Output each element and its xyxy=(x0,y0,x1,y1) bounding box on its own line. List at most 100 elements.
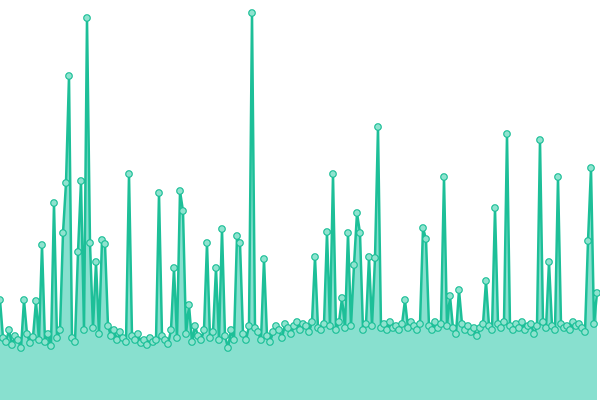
data-point xyxy=(503,130,511,138)
data-point xyxy=(482,277,490,285)
data-point xyxy=(173,334,181,342)
data-point xyxy=(176,187,184,195)
data-point xyxy=(440,173,448,181)
data-point xyxy=(332,326,340,334)
data-point xyxy=(185,301,193,309)
data-point xyxy=(38,241,46,249)
data-point xyxy=(473,332,481,340)
data-point xyxy=(83,14,91,22)
data-point xyxy=(311,253,319,261)
data-point xyxy=(95,330,103,338)
data-point xyxy=(287,330,295,338)
data-point xyxy=(65,72,73,80)
data-point xyxy=(92,258,100,266)
data-point xyxy=(8,341,16,349)
data-point xyxy=(329,170,337,178)
data-point xyxy=(47,342,55,350)
data-point xyxy=(566,326,574,334)
data-point xyxy=(452,330,460,338)
data-point xyxy=(254,328,262,336)
data-point xyxy=(14,336,22,344)
data-point xyxy=(395,326,403,334)
data-point xyxy=(20,296,28,304)
data-point xyxy=(500,318,508,326)
data-point xyxy=(224,344,232,352)
data-point xyxy=(278,334,286,342)
data-point xyxy=(62,179,70,187)
data-point xyxy=(242,336,250,344)
data-point xyxy=(422,235,430,243)
area-fill xyxy=(0,13,597,400)
data-point xyxy=(350,261,358,269)
data-point xyxy=(359,326,367,334)
data-point xyxy=(335,318,343,326)
data-point xyxy=(131,336,139,344)
data-point xyxy=(386,318,394,326)
data-point xyxy=(230,336,238,344)
data-point xyxy=(584,237,592,245)
data-point xyxy=(215,336,223,344)
data-point xyxy=(533,322,541,330)
data-point xyxy=(374,123,382,131)
data-point xyxy=(257,336,265,344)
data-point xyxy=(344,229,352,237)
data-point xyxy=(80,326,88,334)
data-point xyxy=(326,322,334,330)
data-point xyxy=(518,318,526,326)
data-points xyxy=(0,9,600,352)
data-point xyxy=(554,173,562,181)
data-point xyxy=(491,204,499,212)
data-point xyxy=(188,338,196,346)
data-point xyxy=(353,209,361,217)
data-point xyxy=(122,338,130,346)
data-point xyxy=(221,332,229,340)
data-point xyxy=(323,228,331,236)
data-point xyxy=(398,320,406,328)
data-point xyxy=(155,189,163,197)
data-point xyxy=(29,333,37,341)
data-point xyxy=(164,340,172,348)
data-point xyxy=(236,239,244,247)
data-point xyxy=(227,326,235,334)
data-point xyxy=(419,224,427,232)
data-point xyxy=(218,225,226,233)
data-point xyxy=(233,232,241,240)
data-point xyxy=(23,330,31,338)
data-point xyxy=(209,328,217,336)
data-point xyxy=(134,330,142,338)
data-point xyxy=(74,248,82,256)
data-point xyxy=(212,264,220,272)
data-point xyxy=(50,199,58,207)
data-point xyxy=(497,324,505,332)
data-point xyxy=(53,334,61,342)
data-point xyxy=(260,255,268,263)
data-point xyxy=(179,207,187,215)
data-point xyxy=(530,330,538,338)
data-point xyxy=(371,254,379,262)
data-point xyxy=(581,328,589,336)
data-point xyxy=(296,326,304,334)
data-point xyxy=(200,326,208,334)
data-point xyxy=(545,258,553,266)
data-point xyxy=(416,320,424,328)
data-point xyxy=(206,334,214,342)
data-point xyxy=(401,296,409,304)
data-point xyxy=(71,338,79,346)
data-point xyxy=(17,344,25,352)
data-point xyxy=(41,338,49,346)
data-point xyxy=(551,326,559,334)
data-point xyxy=(593,289,600,297)
data-point xyxy=(0,296,4,304)
data-point xyxy=(263,332,271,340)
data-point xyxy=(239,330,247,338)
data-point xyxy=(266,338,274,346)
data-point xyxy=(446,292,454,300)
data-point xyxy=(152,336,160,344)
data-point xyxy=(536,136,544,144)
data-point xyxy=(197,336,205,344)
data-point xyxy=(167,326,175,334)
data-point xyxy=(2,338,10,346)
data-point xyxy=(32,297,40,305)
data-point xyxy=(338,294,346,302)
